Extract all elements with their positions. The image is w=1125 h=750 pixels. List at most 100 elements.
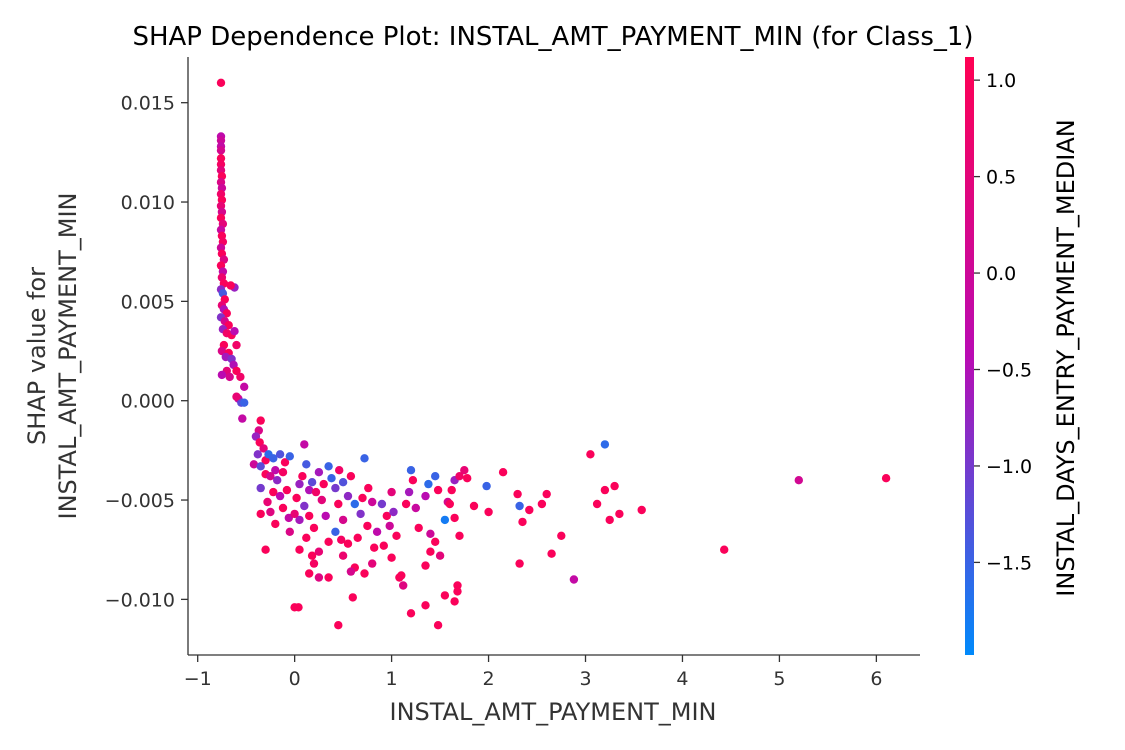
- scatter-point: [720, 545, 729, 554]
- scatter-point: [453, 581, 462, 590]
- scatter-point: [309, 559, 319, 568]
- y-tick-label: 0.000: [121, 391, 175, 413]
- scatter-point: [463, 474, 472, 483]
- scatter-point: [518, 517, 527, 527]
- scatter-point: [285, 452, 294, 461]
- y-axis-ticks: 0.015 0.010 0.005 0.000 −0.005 −0.010: [105, 93, 188, 611]
- scatter-point: [275, 450, 285, 459]
- scatter-point: [331, 527, 340, 536]
- scatter-point: [314, 468, 324, 477]
- scatter-point: [610, 481, 619, 491]
- scatter-point: [557, 531, 566, 540]
- scatter-point: [256, 416, 265, 425]
- scatter-point: [269, 454, 278, 463]
- scatter-point: [426, 529, 435, 538]
- scatter-point: [263, 497, 272, 507]
- scatter-point: [440, 515, 450, 525]
- scatter-point: [592, 499, 602, 509]
- scatter-point: [569, 575, 579, 584]
- scatter-point: [387, 553, 396, 562]
- scatter-point: [261, 545, 270, 554]
- scatter-point: [600, 485, 610, 495]
- scatter-point: [637, 505, 646, 515]
- scatter-point: [256, 509, 265, 519]
- scatter-point: [324, 537, 333, 546]
- scatter-point: [302, 533, 311, 542]
- scatter-point: [232, 392, 241, 401]
- scatter-point: [256, 483, 265, 493]
- scatter-point: [327, 474, 336, 483]
- y-tick-label: 0.005: [121, 291, 175, 313]
- scatter-point: [408, 476, 418, 485]
- colorbar: 1.0 0.5 0.0 −0.5 −1.0 −1.5 INSTAL_DAYS_ENTRY_…: [965, 57, 1080, 655]
- y-axis-label-top: SHAP value for: [23, 267, 51, 445]
- scatter-point: [440, 591, 450, 600]
- scatter-point: [216, 136, 226, 145]
- scatter-point: [397, 571, 406, 580]
- colorbar-label-group: INSTAL_DAYS_ENTRY_PAYMENT_MEDIAN: [1052, 119, 1080, 596]
- scatter-point: [414, 523, 423, 533]
- scatter-point: [216, 146, 226, 155]
- scatter-point: [431, 472, 440, 481]
- scatter-point: [421, 601, 430, 610]
- scatter-point: [348, 593, 357, 602]
- colorbar-tick-label: 0.5: [986, 167, 1016, 189]
- scatter-point: [314, 547, 324, 556]
- scatter-point: [406, 466, 416, 475]
- y-tick-label: 0.015: [121, 93, 175, 115]
- scatter-point: [334, 499, 343, 509]
- scatter-point: [547, 549, 556, 558]
- y-axis-label-group: SHAP value for INSTAL_AMT_PAYMENT_MIN: [23, 192, 82, 519]
- scatter-point: [389, 507, 398, 517]
- x-axis-label: INSTAL_AMT_PAYMENT_MIN: [389, 698, 716, 726]
- scatter-point: [285, 527, 294, 536]
- scatter-point: [426, 547, 435, 556]
- scatter-point: [421, 561, 430, 570]
- scatter-point: [300, 501, 309, 511]
- scatter-point: [356, 509, 365, 519]
- scatter-point: [881, 474, 891, 483]
- scatter-point: [255, 438, 264, 447]
- scatter-point: [236, 372, 245, 382]
- scatter-point: [294, 603, 303, 612]
- scatter-point: [482, 481, 491, 491]
- scatter-point: [311, 487, 321, 497]
- scatter-point: [307, 478, 317, 487]
- scatter-point: [346, 567, 356, 576]
- scatter-point: [353, 533, 362, 542]
- scatter-point: [450, 597, 459, 606]
- scatter-point: [513, 489, 522, 499]
- scatter-point: [515, 559, 524, 568]
- y-tick-label: 0.010: [121, 192, 175, 214]
- scatter-point: [338, 478, 348, 487]
- scatter-point: [240, 382, 249, 391]
- scatter-point: [377, 499, 387, 509]
- scatter-point: [364, 483, 373, 493]
- scatter-point: [453, 587, 462, 596]
- scatter-point: [370, 543, 379, 552]
- scatter-point: [392, 531, 401, 540]
- scatter-point: [225, 372, 234, 382]
- scatter-point: [317, 495, 326, 505]
- scatter-point: [360, 569, 369, 578]
- scatter-point: [295, 479, 304, 489]
- scatter-point: [280, 458, 290, 467]
- colorbar-tick-label: 1.0: [986, 70, 1016, 92]
- x-tick-label: 0: [289, 668, 301, 690]
- x-tick-label: 5: [773, 668, 785, 690]
- colorbar-gradient: [965, 57, 974, 655]
- scatter-point: [216, 160, 226, 169]
- scatter-point: [406, 609, 416, 618]
- scatter-point: [290, 509, 299, 519]
- scatter-point: [586, 450, 595, 459]
- scatter-point: [292, 493, 301, 503]
- scatter-point: [399, 581, 408, 590]
- scatter-point: [298, 472, 307, 481]
- scatter-point: [324, 573, 333, 582]
- scatter-point: [266, 507, 275, 517]
- scatter-point: [305, 511, 314, 521]
- scatter-point: [433, 621, 443, 630]
- plot-area: −1 0 1 2 3 4 5 6 0.015 0.010 0.005 0.000 −0.005 −0.0…: [105, 57, 920, 690]
- scatter-point: [447, 485, 456, 495]
